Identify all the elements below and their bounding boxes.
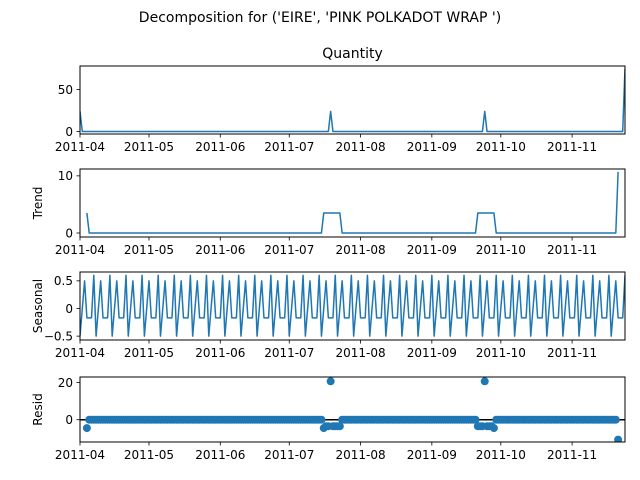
panel-trend: 0 10 2011-04 2011-05 2011-06 2011-07 2011-08 20… xyxy=(31,168,626,257)
resid-point xyxy=(471,415,480,424)
resid-point xyxy=(480,377,489,386)
data-observed xyxy=(80,68,625,133)
y-axis-label: Resid xyxy=(31,393,45,425)
x-tick-label: 2011-08 xyxy=(335,346,385,360)
x-tick-label: 2011-05 xyxy=(124,243,174,257)
x-tick-label: 2011-11 xyxy=(547,243,597,257)
y-axis-label: Trend xyxy=(31,187,45,221)
x-tick-label: 2011-09 xyxy=(407,140,457,154)
x-tick-label: 2011-09 xyxy=(407,448,457,462)
y-tick-label: 0 xyxy=(65,413,73,427)
x-tick-label: 2011-04 xyxy=(55,346,105,360)
x-tick-label: 2011-11 xyxy=(547,140,597,154)
data-seasonal xyxy=(80,274,625,337)
x-tick-label: 2011-04 xyxy=(55,243,105,257)
x-tick-label: 2011-10 xyxy=(476,448,526,462)
x-tick-label: 2011-08 xyxy=(335,140,385,154)
x-tick-label: 2011-07 xyxy=(264,448,314,462)
x-tick-label: 2011-06 xyxy=(195,140,245,154)
series-line-seasonal xyxy=(80,274,625,337)
y-tick-label: 20 xyxy=(58,376,73,390)
series-line-trend xyxy=(86,171,619,234)
resid-point xyxy=(489,424,498,433)
x-tick-label: 2011-10 xyxy=(476,346,526,360)
y-axis-label: Seasonal xyxy=(31,279,45,333)
x-tick-label: 2011-10 xyxy=(476,243,526,257)
axes-frame-trend xyxy=(79,168,626,238)
y-tick-label: 0 xyxy=(65,226,73,240)
resid-point xyxy=(614,435,623,442)
panel-resid: 0 20 2011-04 2011-05 2011-06 2011-07 2011-08 20… xyxy=(31,376,626,462)
y-tick-label: 0 xyxy=(65,125,73,139)
x-tick-label: 2011-08 xyxy=(335,243,385,257)
resid-point xyxy=(335,422,344,431)
series-line-observed xyxy=(80,68,625,133)
panel-observed: 0 50 2011-04 2011-05 2011-06 2011-07 2011-08 20… xyxy=(55,46,626,154)
axes-frame-observed xyxy=(79,65,626,135)
x-tick-label: 2011-09 xyxy=(407,243,457,257)
x-tick-label: 2011-09 xyxy=(407,346,457,360)
y-tick-label: 10 xyxy=(58,169,73,183)
figure-title: Decomposition for ('EIRE', 'PINK POLKADO… xyxy=(139,10,501,26)
panels-container: 0 50 2011-04 2011-05 2011-06 2011-07 2011-08 20… xyxy=(31,46,626,462)
x-tick-label: 2011-06 xyxy=(195,243,245,257)
x-tick-label: 2011-05 xyxy=(124,346,174,360)
x-tick-label: 2011-06 xyxy=(195,448,245,462)
x-tick-label: 2011-11 xyxy=(547,346,597,360)
x-tick-label: 2011-10 xyxy=(476,140,526,154)
panel-title: Quantity xyxy=(322,46,383,62)
x-tick-label: 2011-07 xyxy=(264,243,314,257)
x-tick-label: 2011-06 xyxy=(195,346,245,360)
y-tick-label: 0 xyxy=(65,302,73,316)
x-tick-label: 2011-08 xyxy=(335,448,385,462)
axes-frame-resid xyxy=(79,376,626,443)
resid-point xyxy=(611,415,620,424)
x-tick-label: 2011-05 xyxy=(124,448,174,462)
x-tick-label: 2011-04 xyxy=(55,140,105,154)
resid-point xyxy=(82,424,91,433)
resid-point xyxy=(326,377,335,386)
x-tick-label: 2011-05 xyxy=(124,140,174,154)
resid-point xyxy=(317,415,326,424)
x-tick-label: 2011-04 xyxy=(55,448,105,462)
data-trend xyxy=(86,171,619,234)
data-resid xyxy=(80,377,625,442)
y-tick-label: −0.5 xyxy=(44,329,73,343)
y-tick-label: 0.5 xyxy=(54,274,73,288)
x-tick-label: 2011-07 xyxy=(264,140,314,154)
panel-seasonal: −0.5 0 0.5 2011-04 2011-05 2011-06 2011-07 2011… xyxy=(31,271,626,360)
x-tick-label: 2011-11 xyxy=(547,448,597,462)
y-tick-label: 50 xyxy=(58,83,73,97)
axes-frame-seasonal xyxy=(79,271,626,341)
x-tick-label: 2011-07 xyxy=(264,346,314,360)
